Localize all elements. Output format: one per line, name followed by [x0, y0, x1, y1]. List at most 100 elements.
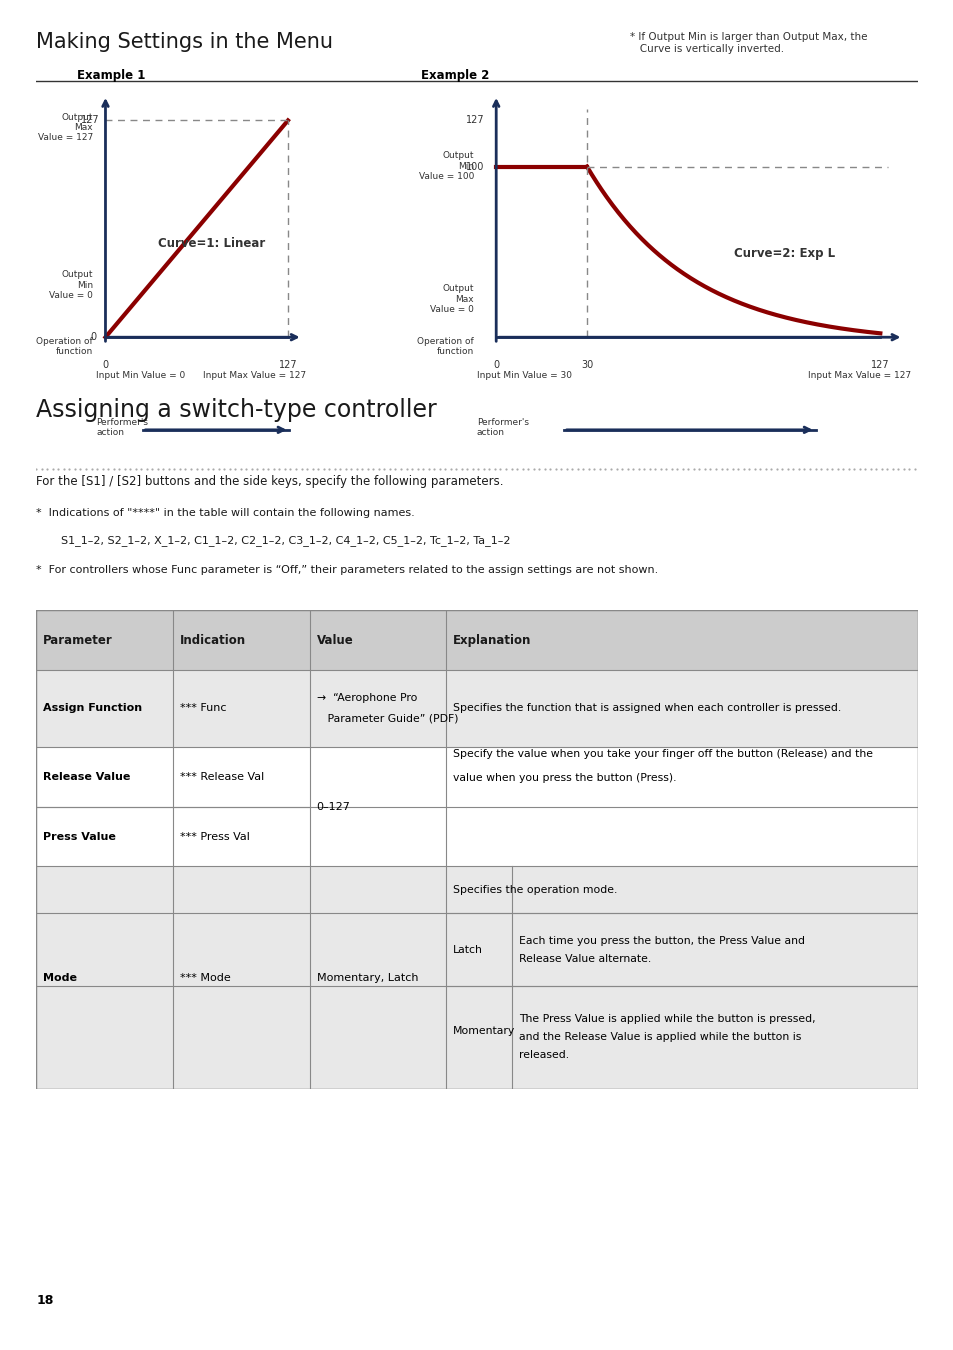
Point: [752, 458, 767, 479]
Point: [884, 458, 900, 479]
Text: The Press Value is applied while the button is pressed,: The Press Value is applied while the but…: [518, 1014, 815, 1023]
Point: [244, 458, 259, 479]
Point: [774, 458, 789, 479]
Point: [90, 458, 105, 479]
Point: [128, 458, 143, 479]
Point: [807, 458, 822, 479]
Point: [542, 458, 558, 479]
Point: [493, 458, 508, 479]
Point: [133, 458, 149, 479]
Point: [841, 458, 856, 479]
Point: [117, 458, 132, 479]
Point: [355, 458, 370, 479]
Point: [238, 458, 253, 479]
Point: [150, 458, 165, 479]
Text: Curve=2: Exp L: Curve=2: Exp L: [733, 247, 834, 259]
Point: [515, 458, 530, 479]
Point: [454, 458, 469, 479]
Point: [233, 458, 248, 479]
Point: [68, 458, 83, 479]
Point: [862, 458, 878, 479]
Point: [56, 458, 71, 479]
Point: [277, 458, 293, 479]
Point: [708, 458, 723, 479]
Point: [548, 458, 563, 479]
Point: [576, 458, 591, 479]
Text: Curve=1: Linear: Curve=1: Linear: [157, 238, 265, 250]
Point: [614, 458, 629, 479]
Text: Release Value: Release Value: [43, 772, 131, 782]
Point: [691, 458, 706, 479]
Point: [796, 458, 811, 479]
Point: [879, 458, 894, 479]
Point: [602, 458, 618, 479]
Text: Example 2: Example 2: [420, 69, 489, 81]
Point: [62, 458, 77, 479]
Point: [896, 458, 911, 479]
Text: 0–127: 0–127: [316, 802, 350, 811]
Text: Output
Max
Value = 127: Output Max Value = 127: [38, 112, 92, 142]
Point: [365, 458, 380, 479]
Point: [459, 458, 475, 479]
Point: [250, 458, 265, 479]
Point: [172, 458, 188, 479]
Point: [625, 458, 640, 479]
Text: Each time you press the button, the Press Value and: Each time you press the button, the Pres…: [518, 936, 804, 946]
Point: [177, 458, 193, 479]
Point: [167, 458, 182, 479]
Point: [29, 458, 44, 479]
Point: [525, 458, 540, 479]
Text: →  “Aerophone Pro: → “Aerophone Pro: [316, 693, 416, 703]
Point: [647, 458, 662, 479]
Point: [51, 458, 66, 479]
Text: Example 1: Example 1: [76, 69, 145, 81]
Point: [315, 458, 331, 479]
Point: [520, 458, 536, 479]
Point: [382, 458, 397, 479]
Point: [890, 458, 905, 479]
Point: [404, 458, 419, 479]
Point: [442, 458, 457, 479]
Point: [371, 458, 386, 479]
Text: Input Min Value = 30: Input Min Value = 30: [476, 371, 572, 381]
Point: [393, 458, 408, 479]
Point: [100, 458, 115, 479]
Point: [598, 458, 613, 479]
Text: *** Press Val: *** Press Val: [180, 832, 250, 841]
Text: Input Max Value = 127: Input Max Value = 127: [203, 371, 306, 381]
Text: 127: 127: [870, 360, 889, 370]
Point: [72, 458, 88, 479]
Text: Parameter: Parameter: [43, 633, 113, 647]
Point: [432, 458, 447, 479]
Text: Parameter Guide” (PDF): Parameter Guide” (PDF): [316, 714, 457, 724]
Text: *** Func: *** Func: [180, 703, 226, 713]
Point: [713, 458, 728, 479]
Point: [216, 458, 232, 479]
Text: 0: 0: [91, 332, 96, 342]
Point: [95, 458, 111, 479]
Text: Operation of
function: Operation of function: [416, 336, 474, 356]
Point: [305, 458, 320, 479]
Point: [658, 458, 673, 479]
Text: 100: 100: [466, 162, 484, 171]
Text: For the [S1] / [S2] buttons and the side keys, specify the following parameters.: For the [S1] / [S2] buttons and the side…: [36, 475, 503, 489]
Point: [388, 458, 403, 479]
Point: [106, 458, 121, 479]
Point: [228, 458, 243, 479]
Point: [762, 458, 778, 479]
Text: Release Value alternate.: Release Value alternate.: [518, 954, 651, 964]
Point: [420, 458, 436, 479]
Text: Specifies the function that is assigned when each controller is pressed.: Specifies the function that is assigned …: [453, 703, 841, 713]
Text: Output
Max
Value = 0: Output Max Value = 0: [430, 285, 474, 315]
Text: 0: 0: [102, 360, 109, 370]
Point: [570, 458, 585, 479]
Bar: [36, 806, 917, 867]
Point: [669, 458, 684, 479]
Point: [746, 458, 761, 479]
Text: Assign Function: Assign Function: [43, 703, 142, 713]
Point: [155, 458, 171, 479]
Text: Press Value: Press Value: [43, 832, 116, 841]
Point: [45, 458, 60, 479]
Text: Output
Min
Value = 100: Output Min Value = 100: [418, 151, 474, 181]
Point: [189, 458, 204, 479]
